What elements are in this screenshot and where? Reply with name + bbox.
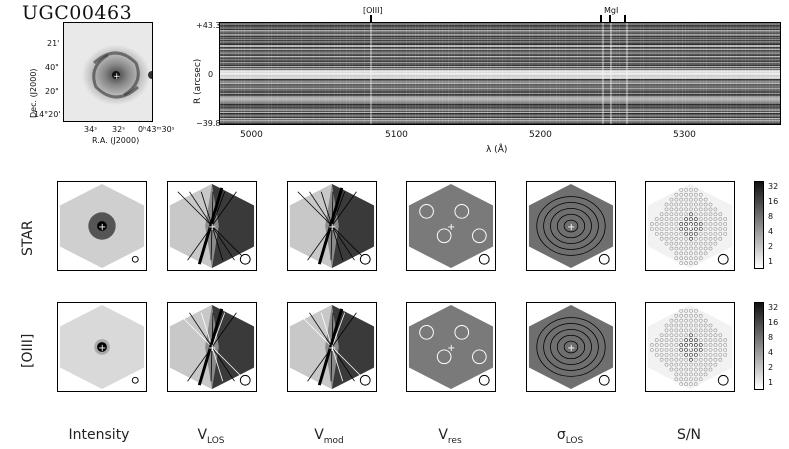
spec-xtick-0: 5000 — [240, 130, 263, 140]
colorbar-tick-label: 2 — [768, 242, 774, 251]
col-label-vlos: VLOS — [156, 427, 266, 446]
colorbar-oiii — [754, 302, 764, 390]
marker-mgi-tick-3 — [624, 15, 626, 22]
map-panel-star-sn: + — [645, 181, 735, 271]
thumb-ytick-1: 40" — [45, 63, 59, 72]
svg-text:+: + — [686, 343, 694, 354]
thumb-ytick-2: 20" — [45, 87, 59, 96]
svg-text:+: + — [686, 222, 694, 233]
thumb-ylabel-box: Dec. (J2000) — [29, 40, 40, 120]
thumb-ytick-0: 21' — [47, 39, 60, 48]
row-label-oiii: [OIII] — [20, 333, 36, 368]
marker-oiii-label: [OIII] — [363, 6, 383, 15]
col-label-intensity: Intensity — [44, 427, 154, 443]
spec-ytick-bottom: −39.8 — [196, 119, 221, 128]
colorbar-tick-label: 16 — [768, 318, 779, 327]
svg-text:+: + — [447, 343, 455, 354]
map-panel-oiii-vmod: + — [287, 302, 377, 392]
marker-mgi-tick-1 — [600, 15, 602, 22]
col-label-main: σ — [556, 427, 566, 443]
svg-text:+: + — [328, 222, 336, 233]
col-label-main: S/N — [676, 427, 702, 443]
map-panel-star-vmod: + — [287, 181, 377, 271]
colorbar-tick-label: 8 — [768, 333, 774, 342]
map-panel-star-intensity: + — [57, 181, 147, 271]
col-label-main: V — [314, 427, 324, 443]
svg-text:+: + — [98, 343, 106, 354]
colorbar-tick-label: 4 — [768, 348, 774, 357]
colorbar-tick-label: 4 — [768, 227, 774, 236]
colorbar-tick-label: 1 — [768, 378, 774, 387]
colorbar-tick-label: 2 — [768, 363, 774, 372]
colorbar-tick-label: 16 — [768, 197, 779, 206]
col-label-vres: Vres — [395, 427, 505, 446]
galaxy-title: UGC00463 — [22, 2, 133, 24]
spec-ytick-top: +43.3 — [196, 21, 221, 30]
spec-ylabel-box: R (arcsec) — [193, 40, 206, 110]
spec-ylabel: R (arcsec) — [193, 58, 203, 104]
galaxy-image: + — [64, 23, 152, 121]
col-label-main: V — [197, 427, 208, 443]
col-label-sigma: σLOS — [515, 427, 625, 446]
col-label-sub: LOS — [565, 435, 584, 446]
galaxy-thumbnail: + — [63, 22, 153, 122]
thumb-xtick-2: 0ʰ43ᵐ30ˢ — [138, 125, 175, 134]
spec-xtick-2: 5200 — [529, 130, 552, 140]
svg-text:+: + — [447, 222, 455, 233]
spectrum-panel — [219, 22, 781, 125]
thumb-xtick-1: 32ˢ — [112, 125, 126, 134]
thumb-xtick-0: 34ˢ — [84, 125, 98, 134]
colorbar-tick-label: 8 — [768, 212, 774, 221]
colorbar-tick-label: 1 — [768, 257, 774, 266]
svg-text:+: + — [208, 343, 216, 354]
col-label-main: V — [438, 427, 448, 443]
col-label-main: Intensity — [68, 427, 130, 443]
map-panel-oiii-sn: + — [645, 302, 735, 392]
row-label-star: STAR — [20, 220, 36, 256]
marker-mgi-label: MgI — [604, 6, 619, 15]
map-panel-oiii-vlos: + — [167, 302, 257, 392]
thumb-xlabel: R.A. (J2000) — [92, 136, 140, 145]
col-label-sub: res — [447, 435, 462, 446]
colorbar-tick-label: 32 — [768, 182, 779, 191]
spec-ytick-mid: 0 — [208, 70, 214, 79]
map-panel-oiii-intensity: + — [57, 302, 147, 392]
marker-mgi-tick-2 — [609, 15, 611, 22]
map-panel-star-sigma: + — [526, 181, 616, 271]
col-label-vmod: Vmod — [274, 427, 384, 446]
spec-xtick-3: 5300 — [673, 130, 696, 140]
svg-text:+: + — [328, 343, 336, 354]
svg-text:+: + — [113, 72, 121, 82]
map-panel-star-vlos: + — [167, 181, 257, 271]
col-label-sub: mod — [323, 435, 344, 446]
map-panel-oiii-sigma: + — [526, 302, 616, 392]
map-panel-oiii-vres: + — [406, 302, 496, 392]
svg-text:+: + — [567, 343, 575, 354]
spec-xtick-1: 5100 — [385, 130, 408, 140]
svg-text:+: + — [208, 222, 216, 233]
colorbar-star — [754, 181, 764, 269]
col-label-sn: S/N — [634, 427, 744, 443]
spec-xlabel: λ (Å) — [486, 145, 508, 155]
svg-text:+: + — [567, 222, 575, 233]
svg-text:+: + — [98, 222, 106, 233]
spectrum-image — [220, 23, 780, 124]
map-panel-star-vres: + — [406, 181, 496, 271]
col-label-sub: LOS — [207, 435, 225, 446]
thumb-ytick-3: 14°20' — [34, 110, 61, 119]
marker-oiii-tick — [370, 15, 372, 22]
colorbar-tick-label: 32 — [768, 303, 779, 312]
